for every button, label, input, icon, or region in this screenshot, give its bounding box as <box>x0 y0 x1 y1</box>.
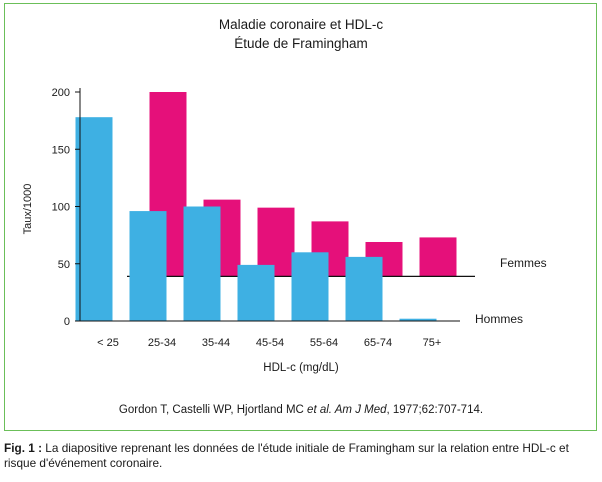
x-tick-label-1: 25-34 <box>148 337 176 349</box>
bar-hommes-6 <box>399 318 437 321</box>
chart-subtitle: Étude de Framingham <box>234 36 368 51</box>
x-tick-label-2: 35-44 <box>202 337 230 349</box>
source-reference: , 1977;62:707-714. <box>386 404 484 416</box>
x-tick-label-4: 55-64 <box>310 337 338 349</box>
x-tick-label-3: 45-54 <box>256 337 284 349</box>
source-journal: et al. Am J Med <box>307 404 387 416</box>
bar-hommes-3 <box>237 264 275 321</box>
y-tick-label-2: 100 <box>52 202 70 214</box>
y-tick-label-0: 0 <box>64 316 70 328</box>
x-tick-label-0: < 25 <box>97 337 119 349</box>
y-tick-label-1: 50 <box>58 259 70 271</box>
caption-text: La diapositive reprenant les données de … <box>4 441 569 470</box>
legend-femmes: Femmes <box>500 256 547 270</box>
x-axis-label: HDL-c (mg/dL) <box>263 362 339 374</box>
caption-label: Fig. 1 : <box>4 441 43 455</box>
x-tick-label-6: 75+ <box>423 337 442 349</box>
source-citation: Gordon T, Castelli WP, Hjortland MC et a… <box>0 404 602 416</box>
bar-hommes-4 <box>291 252 329 321</box>
source-authors: Gordon T, Castelli WP, Hjortland MC <box>118 404 308 416</box>
bar-femmes-6 <box>419 237 457 277</box>
legend-hommes: Hommes <box>475 312 524 326</box>
y-tick-label-3: 150 <box>52 144 70 156</box>
y-tick-label-4: 200 <box>52 87 70 99</box>
chart-title: Maladie coronaire et HDL-c <box>218 17 384 32</box>
figure-caption: Fig. 1 : La diapositive reprenant les do… <box>4 441 600 471</box>
x-tick-label-5: 65-74 <box>364 337 392 349</box>
bar-hommes-5 <box>345 256 383 321</box>
figure-frame <box>4 3 597 431</box>
y-axis-label: Taux/1000 <box>22 183 34 235</box>
bar-hommes-0 <box>75 117 113 321</box>
bar-hommes-2 <box>183 206 221 321</box>
bar-hommes-1 <box>129 211 167 321</box>
